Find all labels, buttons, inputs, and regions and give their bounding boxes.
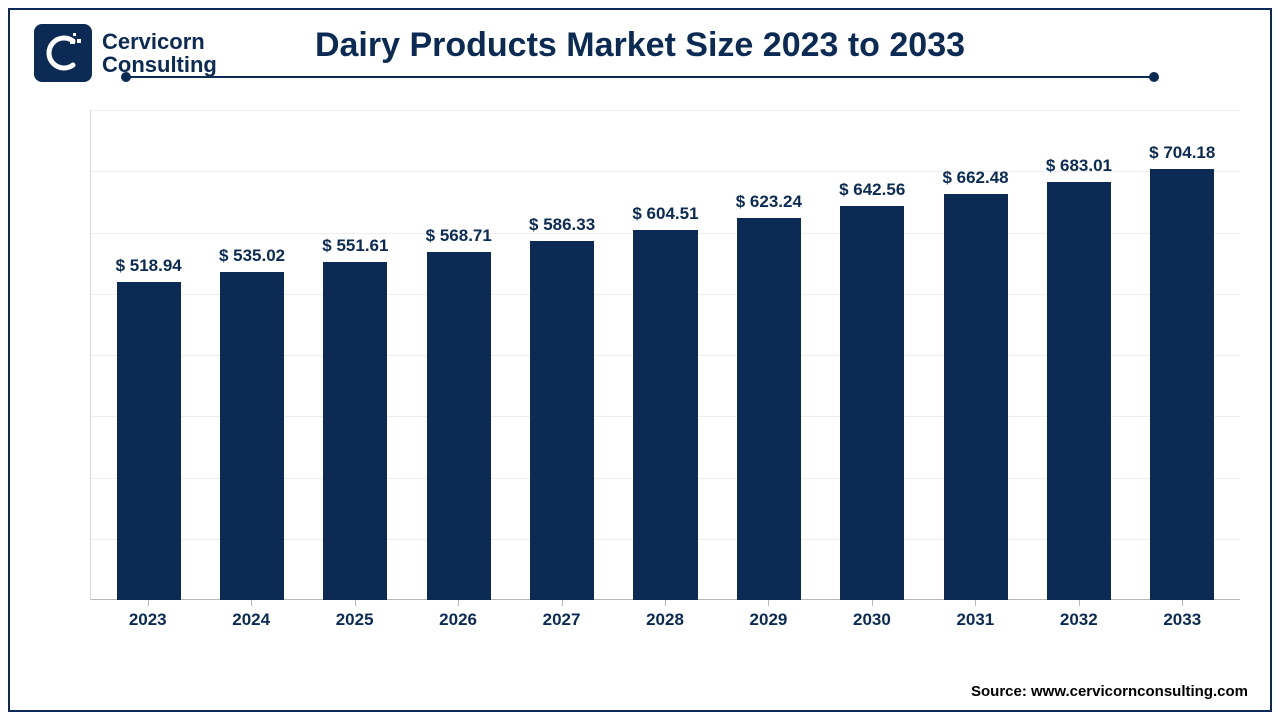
title-divider [126,76,1154,78]
bar-value-label: $ 662.48 [942,168,1008,188]
bar [1047,182,1111,600]
x-tick-label: 2024 [199,600,302,640]
bar-slot: $ 683.01 [1027,110,1130,600]
x-tick-label: 2031 [924,600,1027,640]
bar-slot: $ 535.02 [200,110,303,600]
x-tick-label: 2030 [820,600,923,640]
x-tick-label: 2027 [510,600,613,640]
bar-slot: $ 704.18 [1131,110,1234,600]
bar-slot: $ 662.48 [924,110,1027,600]
chart-frame: Cervicorn Consulting Dairy Products Mark… [8,8,1272,712]
plot-area: $ 518.94 $ 535.02 $ 551.61 $ 568.71 $ 586.33… [90,110,1240,600]
bar-slot: $ 518.94 [97,110,200,600]
bar [323,262,387,600]
bar [117,282,181,600]
bar-slot: $ 551.61 [304,110,407,600]
bar-value-label: $ 535.02 [219,246,285,266]
bar-value-label: $ 518.94 [116,256,182,276]
bar-value-label: $ 704.18 [1149,143,1215,163]
bar [633,230,697,600]
bar-value-label: $ 604.51 [632,204,698,224]
source-attribution: Source: www.cervicornconsulting.com [971,683,1248,700]
chart-title: Dairy Products Market Size 2023 to 2033 [10,26,1270,65]
bar-value-label: $ 586.33 [529,215,595,235]
bar-value-label: $ 683.01 [1046,156,1112,176]
bar [530,241,594,600]
bar-slot: $ 604.51 [614,110,717,600]
bar [840,206,904,600]
x-tick-label: 2023 [96,600,199,640]
x-tick-label: 2033 [1131,600,1234,640]
bar-slot: $ 623.24 [717,110,820,600]
x-tick-label: 2028 [613,600,716,640]
bar-value-label: $ 623.24 [736,192,802,212]
bar [737,218,801,600]
bar-value-label: $ 642.56 [839,180,905,200]
x-tick-label: 2032 [1027,600,1130,640]
bar [427,252,491,600]
x-axis: 2023202420252026202720282029203020312032… [90,600,1240,640]
x-tick-label: 2029 [717,600,820,640]
bar [220,272,284,600]
bar-value-label: $ 551.61 [322,236,388,256]
bar-slot: $ 586.33 [510,110,613,600]
bar [1150,169,1214,600]
chart-area: Market Value in USD Billion $ 518.94$ 53… [70,110,1240,640]
bar-value-label: $ 568.71 [426,226,492,246]
bars-container: $ 518.94 $ 535.02 $ 551.61 $ 568.71 $ 586.33… [91,110,1240,600]
x-tick-label: 2025 [303,600,406,640]
bar-slot: $ 568.71 [407,110,510,600]
bar [944,194,1008,600]
bar-slot: $ 642.56 [821,110,924,600]
x-tick-label: 2026 [406,600,509,640]
